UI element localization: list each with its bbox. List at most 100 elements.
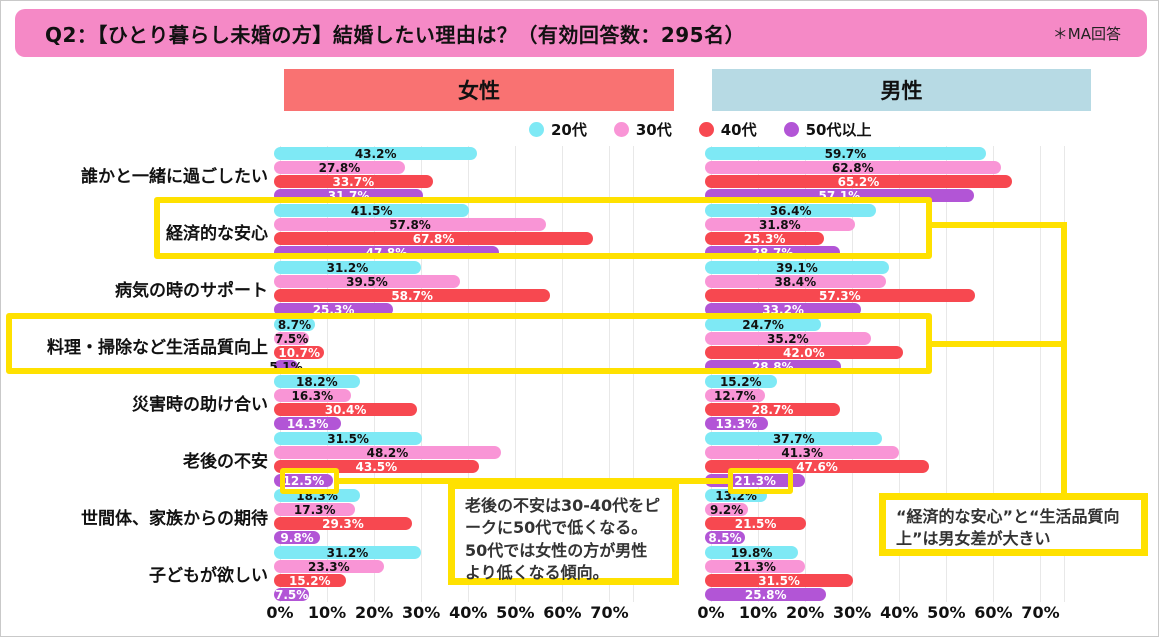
female-x-axis: 0% 10% 20% 30% 40% 50% 60% 70% [266, 603, 633, 627]
bar-50代以上-male: 57.1% [705, 189, 974, 202]
female-bars-group: 18.3% 17.3% 29.3% 9.8% [274, 488, 627, 545]
bar-line: 33.7% [274, 175, 627, 188]
bar-value-label: 31.8% [759, 217, 801, 232]
bar-value-label: 58.7% [391, 288, 433, 303]
bar-value-label: 8.5% [708, 530, 742, 545]
chart-row: 子どもが欲しい 31.2% 23.3% 15.2% 7.5% 19.8% 21.3% 31.5… [1, 545, 1158, 602]
bar-line: 43.5% [274, 460, 627, 473]
annotation-aging-anxiety-text: 老後の不安は30-40代をピークに50代で低くなる。50代では女性の方が男性より… [465, 496, 661, 583]
bar-value-label: 42.0% [783, 345, 825, 360]
bar-40代-female: 33.7% [274, 175, 433, 188]
x-axis-tick: 30% [833, 603, 872, 622]
bar-20代-female: 41.5% [274, 203, 470, 218]
legend-item-20代: 20代 [529, 119, 587, 140]
bar-line: 43.2% [274, 147, 627, 160]
gridline [515, 146, 517, 602]
gridline [633, 146, 634, 602]
legend-dot-icon [529, 121, 544, 137]
bar-50代以上-male: 21.3% [705, 474, 806, 487]
category-label: 老後の不安 [183, 452, 268, 472]
bar-value-label: 41.3% [781, 445, 824, 460]
x-axis-tick: 50% [927, 603, 966, 622]
legend-item-40代: 40代 [698, 119, 757, 140]
bar-line: 28.7% [705, 246, 1058, 259]
chart-row: 病気の時のサポート 31.2% 39.5% 58.7% 25.3% 39.1% 38.4% 5… [1, 260, 1158, 317]
x-axis-tick: 20% [354, 603, 394, 622]
bar-line: 42.0% [705, 346, 1058, 359]
bar-line: 9.8% [274, 531, 627, 544]
male-bars-group: 13.2% 9.2% 21.5% 8.5% [705, 488, 1058, 545]
gridline [899, 146, 901, 602]
bar-line: 31.7% [274, 189, 627, 202]
bar-20代-female: 18.3% [274, 489, 361, 502]
bar-value-label: 41.5% [350, 203, 393, 218]
x-axis-tick: 0% [697, 603, 725, 622]
bar-20代-male: 39.1% [705, 261, 890, 274]
gridline [374, 146, 376, 602]
bar-value-label: 21.3% [734, 559, 776, 574]
bar-20代-male: 24.7% [705, 318, 822, 331]
gridline [805, 146, 807, 602]
bar-line: 10.7% [274, 346, 627, 359]
bar-line: 21.3% [705, 560, 1058, 573]
x-axis-tick: 10% [738, 603, 778, 622]
bar-30代-female: 39.5% [274, 275, 460, 288]
bar-line: 13.3% [705, 417, 1058, 430]
bar-value-label: 38.4% [774, 274, 817, 289]
bar-line: 17.3% [274, 503, 627, 516]
bar-value-label: 14.3% [286, 416, 329, 431]
bar-50代以上-male: 8.5% [705, 531, 745, 544]
bar-30代-female: 57.8% [274, 218, 547, 231]
x-axis-tick: 0% [266, 603, 294, 622]
bar-value-label: 18.2% [296, 374, 338, 389]
bar-value-label: 57.3% [819, 288, 861, 303]
female-bars-group: 31.2% 23.3% 15.2% 7.5% [274, 545, 627, 602]
bar-value-label: 43.2% [354, 146, 397, 161]
bar-line: 65.2% [705, 175, 1058, 188]
bar-30代-male: 38.4% [705, 275, 886, 288]
x-axis-tick: 70% [590, 603, 629, 622]
annotation-gender-gap-note: “経済的な安心”と“生活品質向上”は男女差が大きい [879, 493, 1148, 556]
legend-label: 20代 [551, 120, 587, 139]
bar-line: 57.8% [274, 218, 627, 231]
question-title-banner: Q2：【ひとり暮らし未婚の方】結婚したい理由は？（有効回答数：295名） ＊MA… [15, 9, 1147, 57]
x-axis-tick: 50% [496, 603, 535, 622]
bar-line: 47.8% [274, 246, 627, 259]
bar-20代-male: 36.4% [705, 204, 877, 217]
category-label: 病気の時のサポート [115, 281, 268, 301]
bar-line: 30.4% [274, 403, 627, 416]
legend-item-30代: 30代 [613, 119, 672, 140]
gridline [280, 146, 281, 602]
female-bars-group: 18.2% 16.3% 30.4% 14.3% [274, 374, 627, 431]
panel-gap [627, 203, 705, 260]
female-bars-group: 41.5% 57.8% 67.8% 47.8% [274, 203, 627, 260]
bar-value-label: 59.7% [824, 146, 867, 161]
x-axis-tick: 10% [307, 603, 347, 622]
bar-value-label: 21.5% [734, 516, 777, 531]
bar-value-label: 37.7% [772, 431, 815, 446]
male-bars-group: 19.8% 21.3% 31.5% 25.8% [705, 545, 1058, 602]
bar-line: 12.5% [274, 474, 627, 487]
bar-line: 31.5% [705, 574, 1058, 587]
bar-20代-female: 43.2% [274, 146, 478, 161]
bar-50代以上-female: 47.8% [274, 246, 499, 259]
bar-value-label: 31.5% [327, 431, 369, 446]
bar-40代-male: 31.5% [705, 574, 854, 587]
bar-40代-male: 47.6% [705, 460, 930, 473]
bar-line: 37.7% [705, 432, 1058, 445]
x-axis-tick: 40% [449, 603, 488, 622]
bar-line: 28.7% [705, 403, 1058, 416]
male-bars-group: 24.7% 35.2% 42.0% 28.8% [705, 317, 1058, 374]
bar-value-label: 7.5% [275, 587, 309, 602]
chart-row: 誰かと一緒に過ごしたい 43.2% 27.8% 33.7% 31.7% 59.7% 62.8… [1, 146, 1158, 203]
bar-line: 16.3% [274, 389, 627, 402]
bar-value-label: 5.1% [269, 359, 303, 374]
bar-value-label: 13.3% [715, 416, 758, 431]
female-bars-group: 43.2% 27.8% 33.7% 31.7% [274, 146, 627, 203]
gridline [852, 146, 854, 602]
category-label: 世間体、家族からの期待 [81, 509, 268, 529]
bar-50代以上-female: 25.3% [274, 303, 394, 316]
bar-line: 5.1% [269, 360, 627, 373]
bar-value-label: 31.2% [326, 545, 369, 560]
bar-value-label: 48.2% [366, 445, 409, 460]
